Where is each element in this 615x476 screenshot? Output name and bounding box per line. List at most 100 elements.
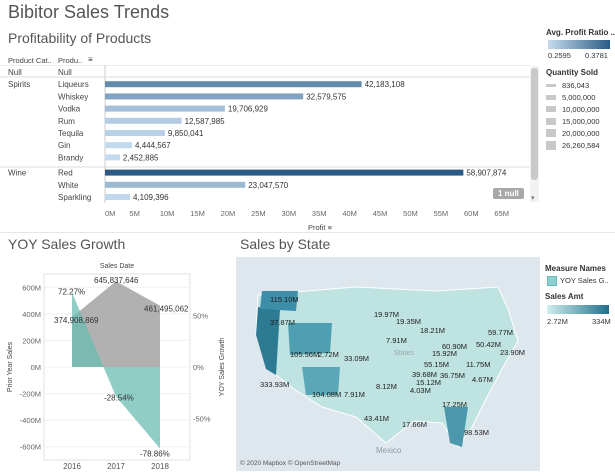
profit-bar[interactable] [105,81,362,88]
product-label: Liqueurs [58,80,89,89]
column-header-category[interactable]: Product Cat.. [8,56,52,65]
quantity-swatch [546,129,556,137]
profitability-chart[interactable]: Null Null Spirits Liqueurs 42,183,108 Whiskey… [0,64,545,205]
year-tick: 2016 [63,462,81,470]
quantity-legend-item: 836,043 [546,80,614,91]
quantity-legend-label: 20,000,000 [562,129,600,138]
avg-profit-gradient [548,40,610,49]
measure-swatch [547,276,557,286]
sales-amt-gradient [547,305,609,314]
state-sales-label: 43.41M [364,414,389,423]
product-label: Brandy [58,153,83,162]
profit-bar[interactable] [105,93,304,100]
left-axis-tick: 200M [22,336,41,345]
product-label: Null [58,68,72,77]
axis-tick: 20M [221,209,236,218]
measure-names-title: Measure Names [545,264,606,273]
country-label: Mexico [376,446,402,455]
prior-sales-label: 461,495,062 [144,305,189,314]
profit-bar[interactable] [105,105,225,112]
quantity-swatch [546,94,556,100]
quantity-swatch [546,140,556,150]
profit-value-label: 4,444,567 [135,141,171,150]
quantity-legend-label: 836,043 [562,81,590,90]
quantity-legend-label: 26,260,584 [562,141,600,150]
sort-icon[interactable]: ≡ [327,223,332,232]
avg-profit-legend-title: Avg. Profit Ratio .. [546,28,615,37]
year-tick: 2017 [107,462,125,470]
axis-tick: 5M [129,209,139,218]
left-axis-tick: -400M [20,416,41,425]
profit-value-label: 19,706,929 [228,105,269,114]
profit-bar[interactable] [105,169,464,176]
scrollbar-thumb[interactable] [531,68,538,180]
state-shape[interactable] [302,367,340,395]
state-shape[interactable] [260,291,298,311]
growth-area[interactable] [72,292,160,449]
left-axis-title: Prior Year Sales [7,341,14,392]
profit-value-label: 2,452,885 [123,153,159,162]
state-sales-label: 17.66M [402,420,427,429]
state-sales-label: 7.91M [386,336,407,345]
state-sales-label: 7.91M [344,390,365,399]
right-axis-tick: 0% [193,363,204,372]
state-map[interactable]: Mexico States 115.10M 37.87M 105.56M 2.72M 33.… [236,257,540,471]
column-header-product[interactable]: Produ.. [58,56,83,65]
profit-bar[interactable] [105,117,182,124]
null-values-badge[interactable]: 1 null [493,188,524,199]
sort-icon[interactable]: ≡ [88,55,93,64]
quantity-legend-title: Quantity Sold [546,68,598,77]
left-axis-tick: 0M [31,363,41,372]
axis-tick: 25M [251,209,266,218]
measure-item[interactable]: YOY Sales G.. [560,276,609,285]
state-sales-label: 36.75M [440,371,465,380]
state-sales-label: 333.93M [260,380,289,389]
state-sales-label: 39.68M [412,370,437,379]
scroll-down-icon[interactable]: ▾ [531,195,535,202]
profit-bar[interactable] [105,130,165,136]
profit-value-label: 42,183,108 [365,80,406,89]
product-label: Whiskey [58,92,88,101]
state-sales-label: 37.87M [270,318,295,327]
quantity-swatch [546,117,556,125]
quantity-legend-label: 5,000,000 [562,93,596,102]
map-credit: © 2020 Mapbox © OpenStreetMap [240,460,341,467]
profit-bar[interactable] [105,142,133,149]
profitability-svg: Null Null Spirits Liqueurs 42,183,108 Whiskey… [0,64,530,203]
yoy-chart[interactable]: Sales Date 600M 400M 200M 0M -200M -400M -600M 5… [2,258,228,471]
yoy-title: YOY Sales Growth [8,236,126,252]
state-sales-label: 4.03M [410,386,431,395]
profit-bar[interactable] [105,154,120,161]
axis-tick: 60M [464,209,479,218]
states-label: States [394,350,414,357]
state-shape[interactable] [444,407,468,447]
state-sales-label: 15.92M [432,349,457,358]
left-axis-tick: -600M [20,443,41,452]
sales-amt-title: Sales Amt [545,292,584,301]
profit-bar[interactable] [105,194,130,200]
quantity-legend-item: 20,000,000 [546,128,614,139]
quantity-legend-item: 10,000,000 [546,104,614,115]
state-sales-label: 60.90M [442,342,467,351]
state-shape[interactable] [256,307,280,375]
state-sales-label: 15.12M [416,378,441,387]
profit-value-label: 23,047,570 [248,181,289,190]
axis-tick: 10M [160,209,175,218]
profit-value-label: 32,579,575 [306,92,347,101]
prior-sales-label: 645,837,646 [94,276,139,285]
profit-value-label: 9,850,041 [168,129,204,138]
product-label: Tequila [58,129,84,138]
profit-bar[interactable] [105,181,246,188]
growth-label: 72.27% [58,287,85,296]
avg-profit-max: 0.3781 [585,51,608,60]
product-label: Vodka [58,105,81,114]
sales-amt-max: 334M [592,317,611,326]
state-sales-label: 50.42M [476,340,501,349]
vertical-scrollbar[interactable]: ▾ [530,66,539,202]
axis-tick: 15M [190,209,205,218]
state-shape[interactable] [288,323,332,355]
product-label: White [58,181,79,190]
yoy-top-label: Sales Date [100,263,134,270]
quantity-swatch [546,83,556,87]
